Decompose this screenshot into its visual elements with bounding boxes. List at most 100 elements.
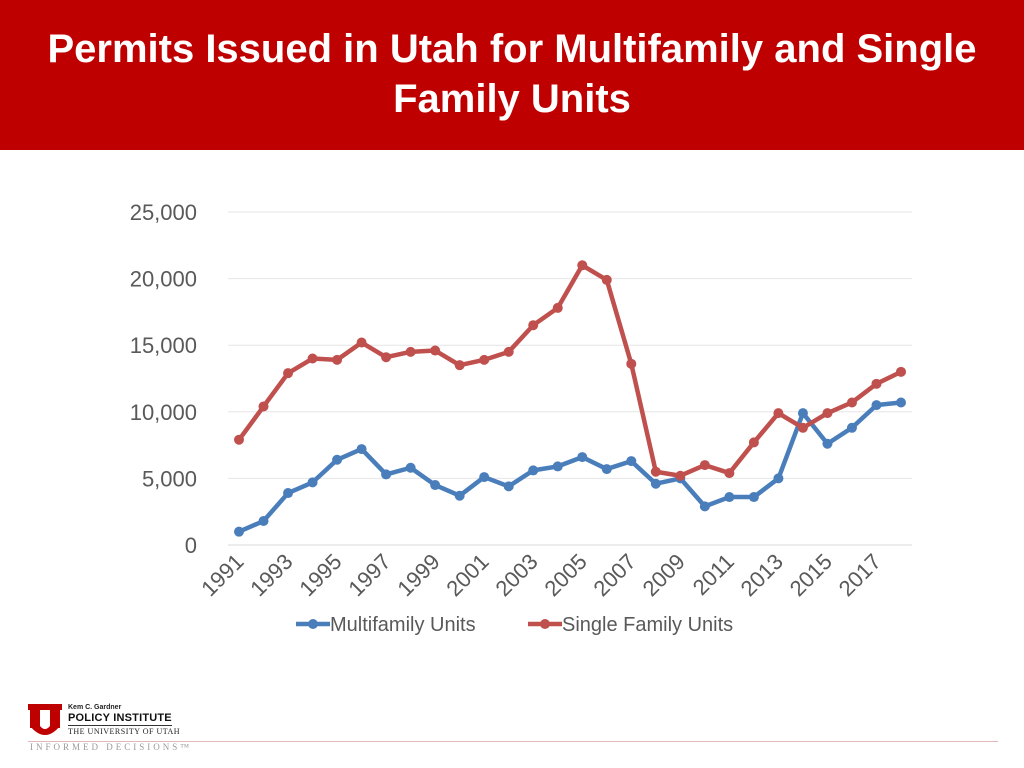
gridlines xyxy=(228,211,912,546)
data-point xyxy=(381,352,392,363)
data-point xyxy=(699,460,710,471)
data-point xyxy=(748,437,759,448)
data-point xyxy=(234,526,244,537)
footer-logo: Kem C. Gardner POLICY INSTITUTE THE UNIV… xyxy=(28,700,408,760)
y-tick-label: 20,000 xyxy=(130,267,197,292)
data-point xyxy=(479,472,490,483)
x-tick-label: 2011 xyxy=(688,549,739,600)
data-point xyxy=(601,464,612,475)
data-point xyxy=(454,490,465,501)
data-point xyxy=(724,468,735,479)
footer-divider xyxy=(28,741,998,742)
data-point xyxy=(871,378,882,389)
data-point xyxy=(356,337,367,348)
data-point xyxy=(430,345,441,356)
data-point xyxy=(405,346,416,357)
x-tick-label: 1995 xyxy=(294,549,346,601)
data-point xyxy=(258,401,269,412)
x-tick-label: 2015 xyxy=(785,549,837,601)
x-tick-label: 1993 xyxy=(245,549,297,601)
x-tick-label: 1999 xyxy=(392,549,444,601)
data-point xyxy=(871,400,882,411)
tagline: INFORMED DECISIONS™ xyxy=(30,742,193,752)
data-point xyxy=(577,260,588,271)
data-point xyxy=(896,366,906,377)
legend-item: Single Family Units xyxy=(528,614,733,636)
data-point xyxy=(822,408,833,419)
legend-swatch-marker xyxy=(540,619,550,629)
x-tick-label: 1991 xyxy=(196,549,248,601)
series-multifamily-units xyxy=(234,397,906,537)
data-point xyxy=(307,353,318,364)
series-single-family-units xyxy=(234,260,906,481)
series-line xyxy=(237,263,902,478)
data-point xyxy=(307,477,318,488)
data-point xyxy=(675,470,686,481)
data-point xyxy=(773,408,784,419)
data-point xyxy=(479,354,490,365)
data-point xyxy=(430,480,441,491)
data-point xyxy=(724,492,735,503)
series-line xyxy=(238,400,902,534)
data-point xyxy=(356,444,367,455)
data-point xyxy=(626,456,637,467)
y-tick-label: 25,000 xyxy=(130,200,197,225)
data-point xyxy=(650,466,661,477)
slide-title: Permits Issued in Utah for Multifamily a… xyxy=(47,27,977,121)
y-tick-label: 15,000 xyxy=(130,333,197,358)
legend: Multifamily Units Single Family Units xyxy=(296,614,733,636)
data-point xyxy=(846,397,857,408)
x-tick-label: 1997 xyxy=(343,549,395,601)
data-point xyxy=(846,422,857,433)
legend-swatch-marker xyxy=(308,619,318,629)
data-point xyxy=(650,478,661,489)
series-layer xyxy=(234,260,906,537)
data-point xyxy=(528,465,539,476)
y-tick-label: 5,000 xyxy=(142,466,197,491)
data-point xyxy=(381,469,392,480)
data-point xyxy=(552,461,563,472)
institute-name: POLICY INSTITUTE xyxy=(68,712,172,726)
data-point xyxy=(234,434,244,445)
data-point xyxy=(577,452,588,463)
y-tick-label: 10,000 xyxy=(130,400,197,425)
data-point xyxy=(748,492,759,503)
data-point xyxy=(528,320,539,331)
data-point xyxy=(283,368,294,379)
legend-item: Multifamily Units xyxy=(296,614,476,636)
data-point xyxy=(601,274,612,285)
data-point xyxy=(283,488,294,499)
institute-small-text: Kem C. Gardner xyxy=(68,704,122,711)
x-tick-label: 2007 xyxy=(589,549,641,601)
y-axis-ticks: 25,000 20,000 15,000 10,000 5,000 0 xyxy=(130,200,197,558)
data-point xyxy=(332,454,343,465)
data-point xyxy=(822,438,833,449)
x-tick-label: 2013 xyxy=(736,549,788,601)
data-point xyxy=(896,397,906,408)
legend-label: Single Family Units xyxy=(562,614,733,636)
data-point xyxy=(503,481,514,492)
x-axis-ticks: 1991199319951997199920012003200520072009… xyxy=(196,549,886,601)
data-point xyxy=(699,501,710,512)
x-tick-label: 2005 xyxy=(540,549,592,601)
x-tick-label: 2017 xyxy=(834,549,886,601)
x-tick-label: 2003 xyxy=(490,549,542,601)
legend-label: Multifamily Units xyxy=(330,614,476,636)
x-tick-label: 2009 xyxy=(638,549,690,601)
university-name: THE UNIVERSITY OF UTAH xyxy=(68,727,181,736)
university-u-logo xyxy=(28,704,62,735)
data-point xyxy=(405,462,416,473)
data-point xyxy=(258,516,269,527)
data-point xyxy=(552,302,563,313)
data-point xyxy=(503,346,514,357)
title-bar: Permits Issued in Utah for Multifamily a… xyxy=(0,0,1024,150)
data-point xyxy=(773,473,784,484)
data-point xyxy=(332,354,343,365)
data-point xyxy=(626,358,637,369)
data-point xyxy=(797,422,808,433)
y-tick-label: 0 xyxy=(185,533,197,558)
data-point xyxy=(797,408,808,419)
x-tick-label: 2001 xyxy=(441,549,493,601)
data-point xyxy=(454,360,465,371)
